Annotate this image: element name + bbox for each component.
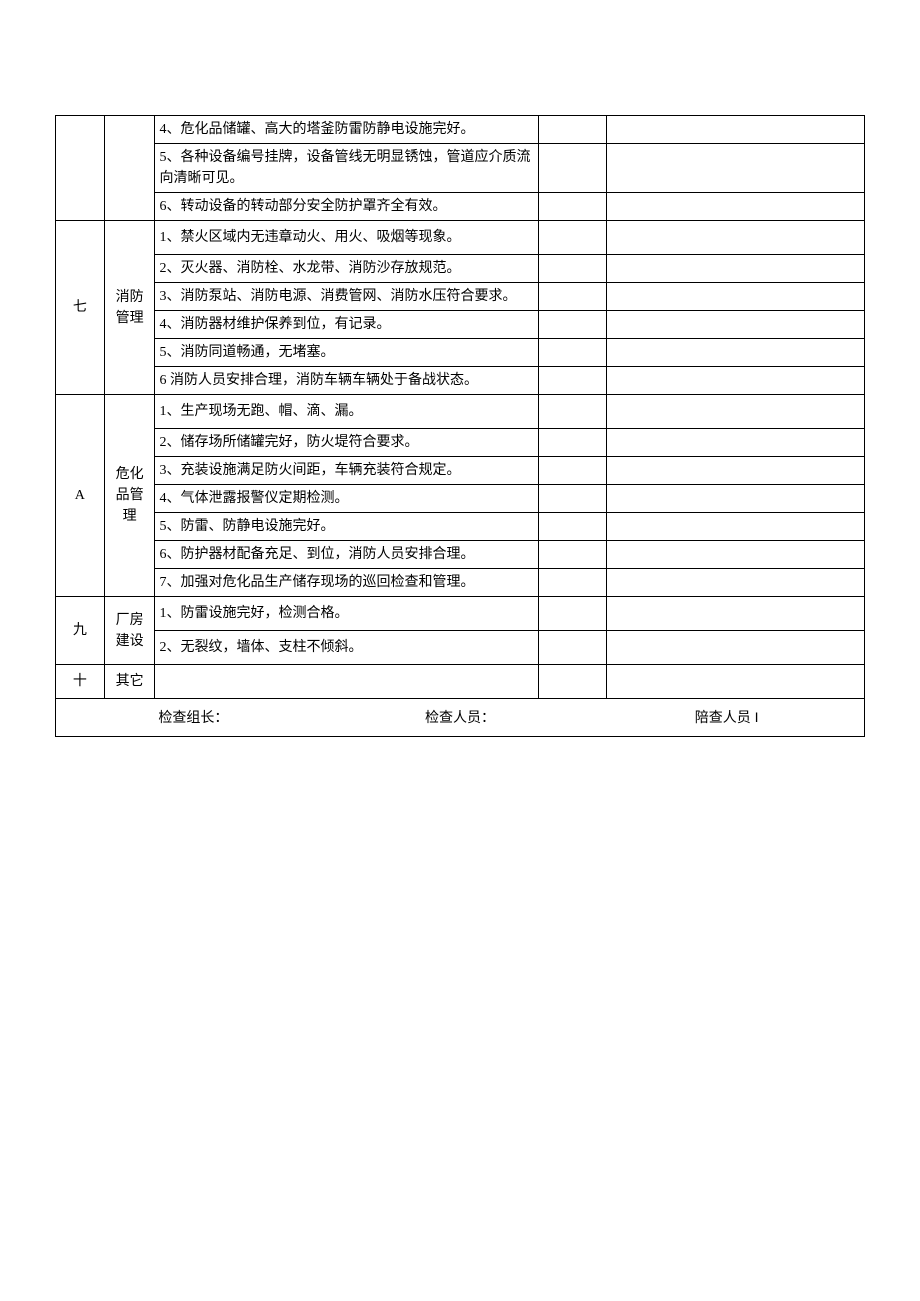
table-row: 3、充装设施满足防火间距，车辆充装符合规定。 [56,457,865,485]
check-cell [539,429,607,457]
remark-cell [607,221,865,255]
remark-cell [607,144,865,193]
table-row: 4、气体泄露报警仪定期检测。 [56,485,865,513]
item-text: 6、防护器材配备充足、到位，消防人员安排合理。 [155,541,539,569]
signature-row: 检查组长： 检查人员： 陪查人员 I [56,699,865,737]
table-row: 6、防护器材配备充足、到位，消防人员安排合理。 [56,541,865,569]
section-cat: 危化品管理 [104,395,155,597]
table-row: 5、各种设备编号挂牌，设备管线无明显锈蚀，管道应介质流向清晰可见。 [56,144,865,193]
table-row: 十 其它 [56,665,865,699]
remark-cell [607,569,865,597]
inspection-table: 4、危化品储罐、高大的塔釜防雷防静电设施完好。 5、各种设备编号挂牌，设备管线无… [55,115,865,737]
check-cell [539,631,607,665]
remark-cell [607,485,865,513]
table-row: A 危化品管理 1、生产现场无跑、帽、滴、漏。 [56,395,865,429]
item-text: 3、消防泵站、消防电源、消费管网、消防水压符合要求。 [155,283,539,311]
table-row: 6 消防人员安排合理，消防车辆车辆处于备战状态。 [56,367,865,395]
table-row: 3、消防泵站、消防电源、消费管网、消防水压符合要求。 [56,283,865,311]
check-cell [539,597,607,631]
check-cell [539,457,607,485]
check-cell [539,367,607,395]
remark-cell [607,255,865,283]
table-row: 5、消防同道畅通，无堵塞。 [56,339,865,367]
item-text: 4、危化品储罐、高大的塔釜防雷防静电设施完好。 [155,116,539,144]
item-text: 2、灭火器、消防栓、水龙带、消防沙存放规范。 [155,255,539,283]
inspector-label: 检查人员： [327,707,594,728]
check-cell [539,283,607,311]
section-cat [104,116,155,221]
remark-cell [607,367,865,395]
remark-cell [607,395,865,429]
item-text: 5、各种设备编号挂牌，设备管线无明显锈蚀，管道应介质流向清晰可见。 [155,144,539,193]
table-row: 4、危化品储罐、高大的塔釜防雷防静电设施完好。 [56,116,865,144]
check-cell [539,116,607,144]
item-text: 4、消防器材维护保养到位，有记录。 [155,311,539,339]
section-no: A [56,395,105,597]
remark-cell [607,597,865,631]
item-text: 7、加强对危化品生产储存现场的巡回检查和管理。 [155,569,539,597]
remark-cell [607,311,865,339]
leader-label: 检查组长： [60,707,327,728]
item-text: 2、储存场所储罐完好，防火堤符合要求。 [155,429,539,457]
check-cell [539,339,607,367]
remark-cell [607,513,865,541]
check-cell [539,485,607,513]
remark-cell [607,339,865,367]
item-text: 5、消防同道畅通，无堵塞。 [155,339,539,367]
item-text: 5、防雷、防静电设施完好。 [155,513,539,541]
remark-cell [607,541,865,569]
section-cat: 厂房建设 [104,597,155,665]
item-text: 3、充装设施满足防火间距，车辆充装符合规定。 [155,457,539,485]
section-no [56,116,105,221]
table-row: 2、无裂纹，墙体、支柱不倾斜。 [56,631,865,665]
check-cell [539,311,607,339]
check-cell [539,395,607,429]
check-cell [539,665,607,699]
remark-cell [607,457,865,485]
remark-cell [607,116,865,144]
table-row: 6、转动设备的转动部分安全防护罩齐全有效。 [56,193,865,221]
remark-cell [607,429,865,457]
remark-cell [607,665,865,699]
table-row: 九 厂房建设 1、防雷设施完好，检测合格。 [56,597,865,631]
check-cell [539,193,607,221]
check-cell [539,144,607,193]
section-cat: 其它 [104,665,155,699]
table-row: 4、消防器材维护保养到位，有记录。 [56,311,865,339]
remark-cell [607,193,865,221]
accompany-label: 陪查人员 I [593,707,860,728]
item-text: 1、防雷设施完好，检测合格。 [155,597,539,631]
remark-cell [607,283,865,311]
item-text: 2、无裂纹，墙体、支柱不倾斜。 [155,631,539,665]
table-row: 7、加强对危化品生产储存现场的巡回检查和管理。 [56,569,865,597]
check-cell [539,221,607,255]
item-text [155,665,539,699]
section-no: 七 [56,221,105,395]
table-row: 2、储存场所储罐完好，防火堤符合要求。 [56,429,865,457]
check-cell [539,541,607,569]
check-cell [539,255,607,283]
item-text: 4、气体泄露报警仪定期检测。 [155,485,539,513]
section-no: 九 [56,597,105,665]
remark-cell [607,631,865,665]
table-row: 5、防雷、防静电设施完好。 [56,513,865,541]
table-row: 七 消防管理 1、禁火区域内无违章动火、用火、吸烟等现象。 [56,221,865,255]
item-text: 6、转动设备的转动部分安全防护罩齐全有效。 [155,193,539,221]
item-text: 6 消防人员安排合理，消防车辆车辆处于备战状态。 [155,367,539,395]
section-cat: 消防管理 [104,221,155,395]
item-text: 1、禁火区域内无违章动火、用火、吸烟等现象。 [155,221,539,255]
table-row: 2、灭火器、消防栓、水龙带、消防沙存放规范。 [56,255,865,283]
check-cell [539,569,607,597]
check-cell [539,513,607,541]
item-text: 1、生产现场无跑、帽、滴、漏。 [155,395,539,429]
section-no: 十 [56,665,105,699]
